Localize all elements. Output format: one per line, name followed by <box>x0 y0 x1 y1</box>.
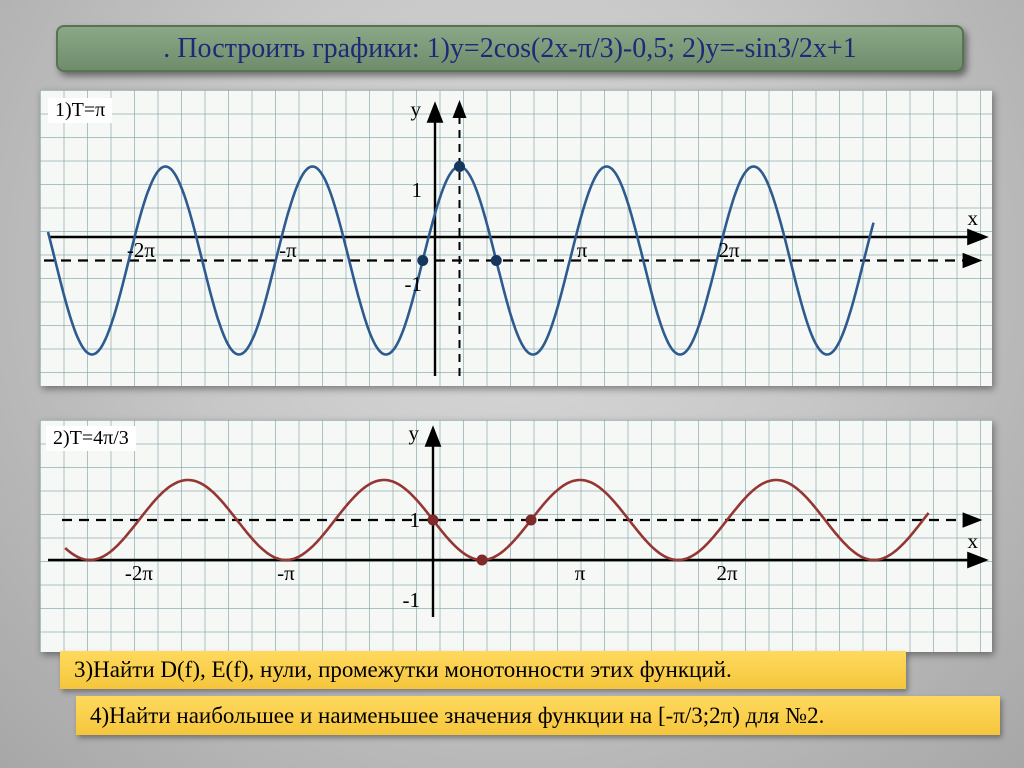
function-curve <box>64 478 930 562</box>
chart2-plot: -2π -π π 2π 1 -1 x y <box>48 421 989 617</box>
x-axis-label: x <box>968 529 979 553</box>
chart2-panel: 2)T=4π/3 -2π -π π 2π 1 -1 x y <box>40 420 992 652</box>
x-tick-label: -2π <box>125 561 153 585</box>
chart2-period-label: 2)T=4π/3 <box>46 426 136 451</box>
y-axis-label: y <box>411 97 422 121</box>
y-tick-label: -1 <box>403 588 421 612</box>
task4-text: 4)Найти наибольшее и наименьшее значения… <box>90 702 825 728</box>
y-tick-label: 1 <box>412 178 423 202</box>
x-tick-label: π <box>575 561 586 585</box>
key-point <box>490 255 502 266</box>
key-point <box>476 554 488 566</box>
slide-title-text: . Построить графики: 1)y=2cos(2x-π/3)-0,… <box>163 32 857 64</box>
key-point <box>525 514 537 526</box>
task3-text: 3)Найти D(f), E(f), нули, промежутки мон… <box>74 657 732 682</box>
x-tick-label: 2π <box>716 561 738 585</box>
x-axis-label: x <box>968 206 979 230</box>
x-tick-label: 2π <box>718 238 740 262</box>
y-axis-label: y <box>409 421 420 445</box>
chart1-panel: 1)T=π -2π -π π 2π 1 -1 x y <box>40 90 992 386</box>
x-tick-label: π <box>577 238 588 262</box>
y-tick-label: -1 <box>405 272 423 296</box>
task4-banner: 4)Найти наибольшее и наименьшее значения… <box>76 696 1000 735</box>
y-tick-label: 1 <box>410 508 421 532</box>
slide-title-bar: . Построить графики: 1)y=2cos(2x-π/3)-0,… <box>56 25 964 72</box>
key-point <box>454 161 466 172</box>
task3-banner: 3)Найти D(f), E(f), нули, промежутки мон… <box>60 651 906 689</box>
x-tick-label: -π <box>277 561 295 585</box>
x-tick-label: -π <box>279 238 297 262</box>
chart1-period-label: 1)T=π <box>48 98 113 123</box>
key-point <box>427 514 439 526</box>
chart1-plot: -2π -π π 2π 1 -1 x y <box>44 97 989 376</box>
key-point <box>417 255 429 266</box>
x-tick-label: -2π <box>127 238 155 262</box>
